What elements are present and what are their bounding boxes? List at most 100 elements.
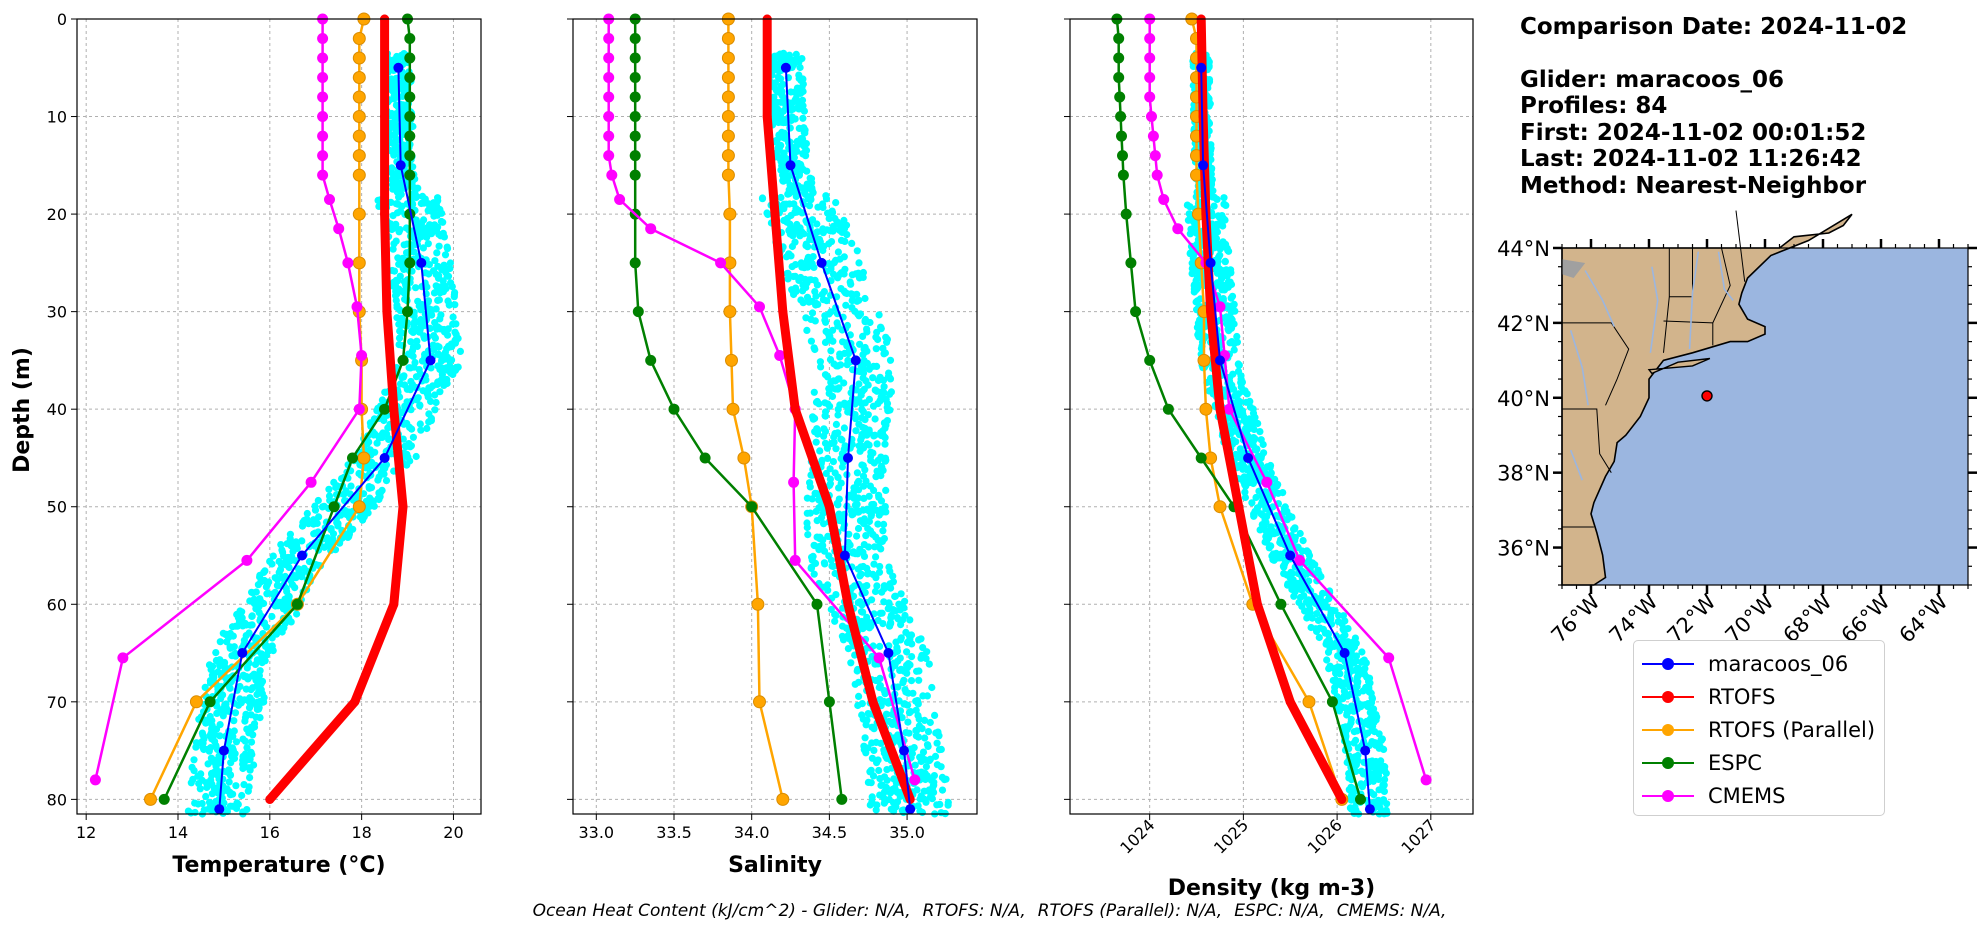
- glider-point: [859, 472, 868, 480]
- glider-point: [390, 78, 398, 86]
- glider-point: [881, 582, 889, 591]
- glider-point: [778, 87, 786, 96]
- glider-point: [434, 350, 442, 358]
- glider-point: [202, 792, 210, 801]
- glider-point: [764, 210, 772, 219]
- series-point: [746, 501, 758, 513]
- glider-point: [873, 467, 881, 475]
- x-tick-label: 1027: [1397, 815, 1439, 857]
- series-point: [1130, 306, 1142, 318]
- series-point: [404, 150, 416, 162]
- series-point: [629, 150, 641, 162]
- glider-point: [1340, 692, 1348, 700]
- glider-point: [873, 582, 881, 590]
- glider-point: [874, 520, 882, 528]
- glider-point: [849, 549, 857, 557]
- glider-point: [882, 456, 890, 464]
- glider-point: [882, 753, 890, 761]
- glider-point: [390, 95, 398, 103]
- glider-point: [874, 616, 882, 625]
- glider-point: [872, 574, 880, 582]
- series-point: [1158, 194, 1170, 205]
- glider-point: [1186, 230, 1194, 238]
- glider-point: [923, 772, 932, 780]
- glider-point: [1330, 642, 1338, 651]
- glider-point: [1372, 711, 1380, 719]
- glider-point: [1381, 775, 1389, 784]
- glider-point: [201, 683, 209, 692]
- glider-point: [925, 660, 933, 668]
- glider-point: [886, 567, 894, 575]
- glider-point: [255, 603, 263, 611]
- series-point: [1144, 33, 1156, 44]
- glider-point: [293, 610, 301, 618]
- glider-point: [438, 371, 446, 379]
- glider-point: [430, 267, 438, 275]
- state-border: [1562, 408, 1612, 473]
- glider-point: [889, 718, 898, 726]
- glider-point: [1233, 332, 1241, 341]
- glider-point: [908, 640, 916, 648]
- glider-point: [447, 369, 455, 377]
- series-point: [342, 257, 354, 269]
- glider-point: [861, 416, 869, 424]
- glider-point: [827, 439, 836, 448]
- glider-point: [1263, 538, 1271, 546]
- glider-point: [871, 431, 879, 439]
- glider-point: [879, 376, 888, 384]
- glider-point: [858, 405, 866, 413]
- glider-point: [393, 314, 401, 322]
- glider-point: [233, 799, 241, 807]
- glider-point: [837, 361, 845, 369]
- glider-point: [866, 318, 874, 327]
- glider-point: [1214, 257, 1222, 265]
- glider-point: [1352, 657, 1360, 665]
- legend-swatch: [1642, 753, 1694, 773]
- x-tick-label: 20: [443, 823, 463, 842]
- glider-point: [803, 293, 812, 301]
- glider-point: [314, 496, 322, 505]
- series-point: [393, 62, 404, 73]
- glider-point: [379, 463, 387, 471]
- glider-point: [914, 700, 922, 708]
- glider-point: [849, 292, 857, 300]
- glider-point: [400, 241, 408, 249]
- legend-item-maracoos: maracoos_06: [1634, 647, 1884, 680]
- glider-point: [810, 344, 818, 352]
- series-point: [1195, 452, 1207, 464]
- glider-point: [803, 523, 811, 532]
- glider-scatter: [184, 50, 464, 818]
- series-rtofs-parallel-: [144, 12, 371, 806]
- series-point: [379, 403, 391, 415]
- series-point: [144, 792, 157, 806]
- glider-point: [1365, 688, 1373, 696]
- glider-point: [366, 462, 374, 470]
- glider-point: [432, 199, 440, 208]
- series-point: [425, 355, 436, 366]
- glider-point: [1235, 454, 1243, 462]
- glider-point: [780, 216, 788, 225]
- glider-point: [852, 415, 860, 423]
- glider-point: [246, 694, 254, 702]
- legend-item-espc: ESPC: [1634, 746, 1884, 779]
- glider-point: [1382, 769, 1390, 777]
- glider-point: [819, 541, 827, 550]
- glider-point: [1375, 775, 1383, 784]
- glider-point: [436, 289, 444, 297]
- glider-point: [804, 195, 812, 203]
- glider-point: [793, 104, 802, 112]
- glider-point: [922, 654, 930, 663]
- glider-point: [381, 388, 389, 396]
- glider-name: Glider: maracoos_06: [1520, 66, 1785, 93]
- glider-point: [855, 380, 863, 388]
- glider-point: [825, 481, 834, 490]
- glider-point: [812, 438, 820, 446]
- series-point: [629, 111, 641, 122]
- glider-point: [431, 406, 439, 414]
- series-point: [158, 793, 170, 805]
- glider-point: [1358, 657, 1367, 665]
- glider-point: [226, 802, 235, 810]
- glider-point: [855, 692, 863, 701]
- glider-point: [1280, 563, 1288, 571]
